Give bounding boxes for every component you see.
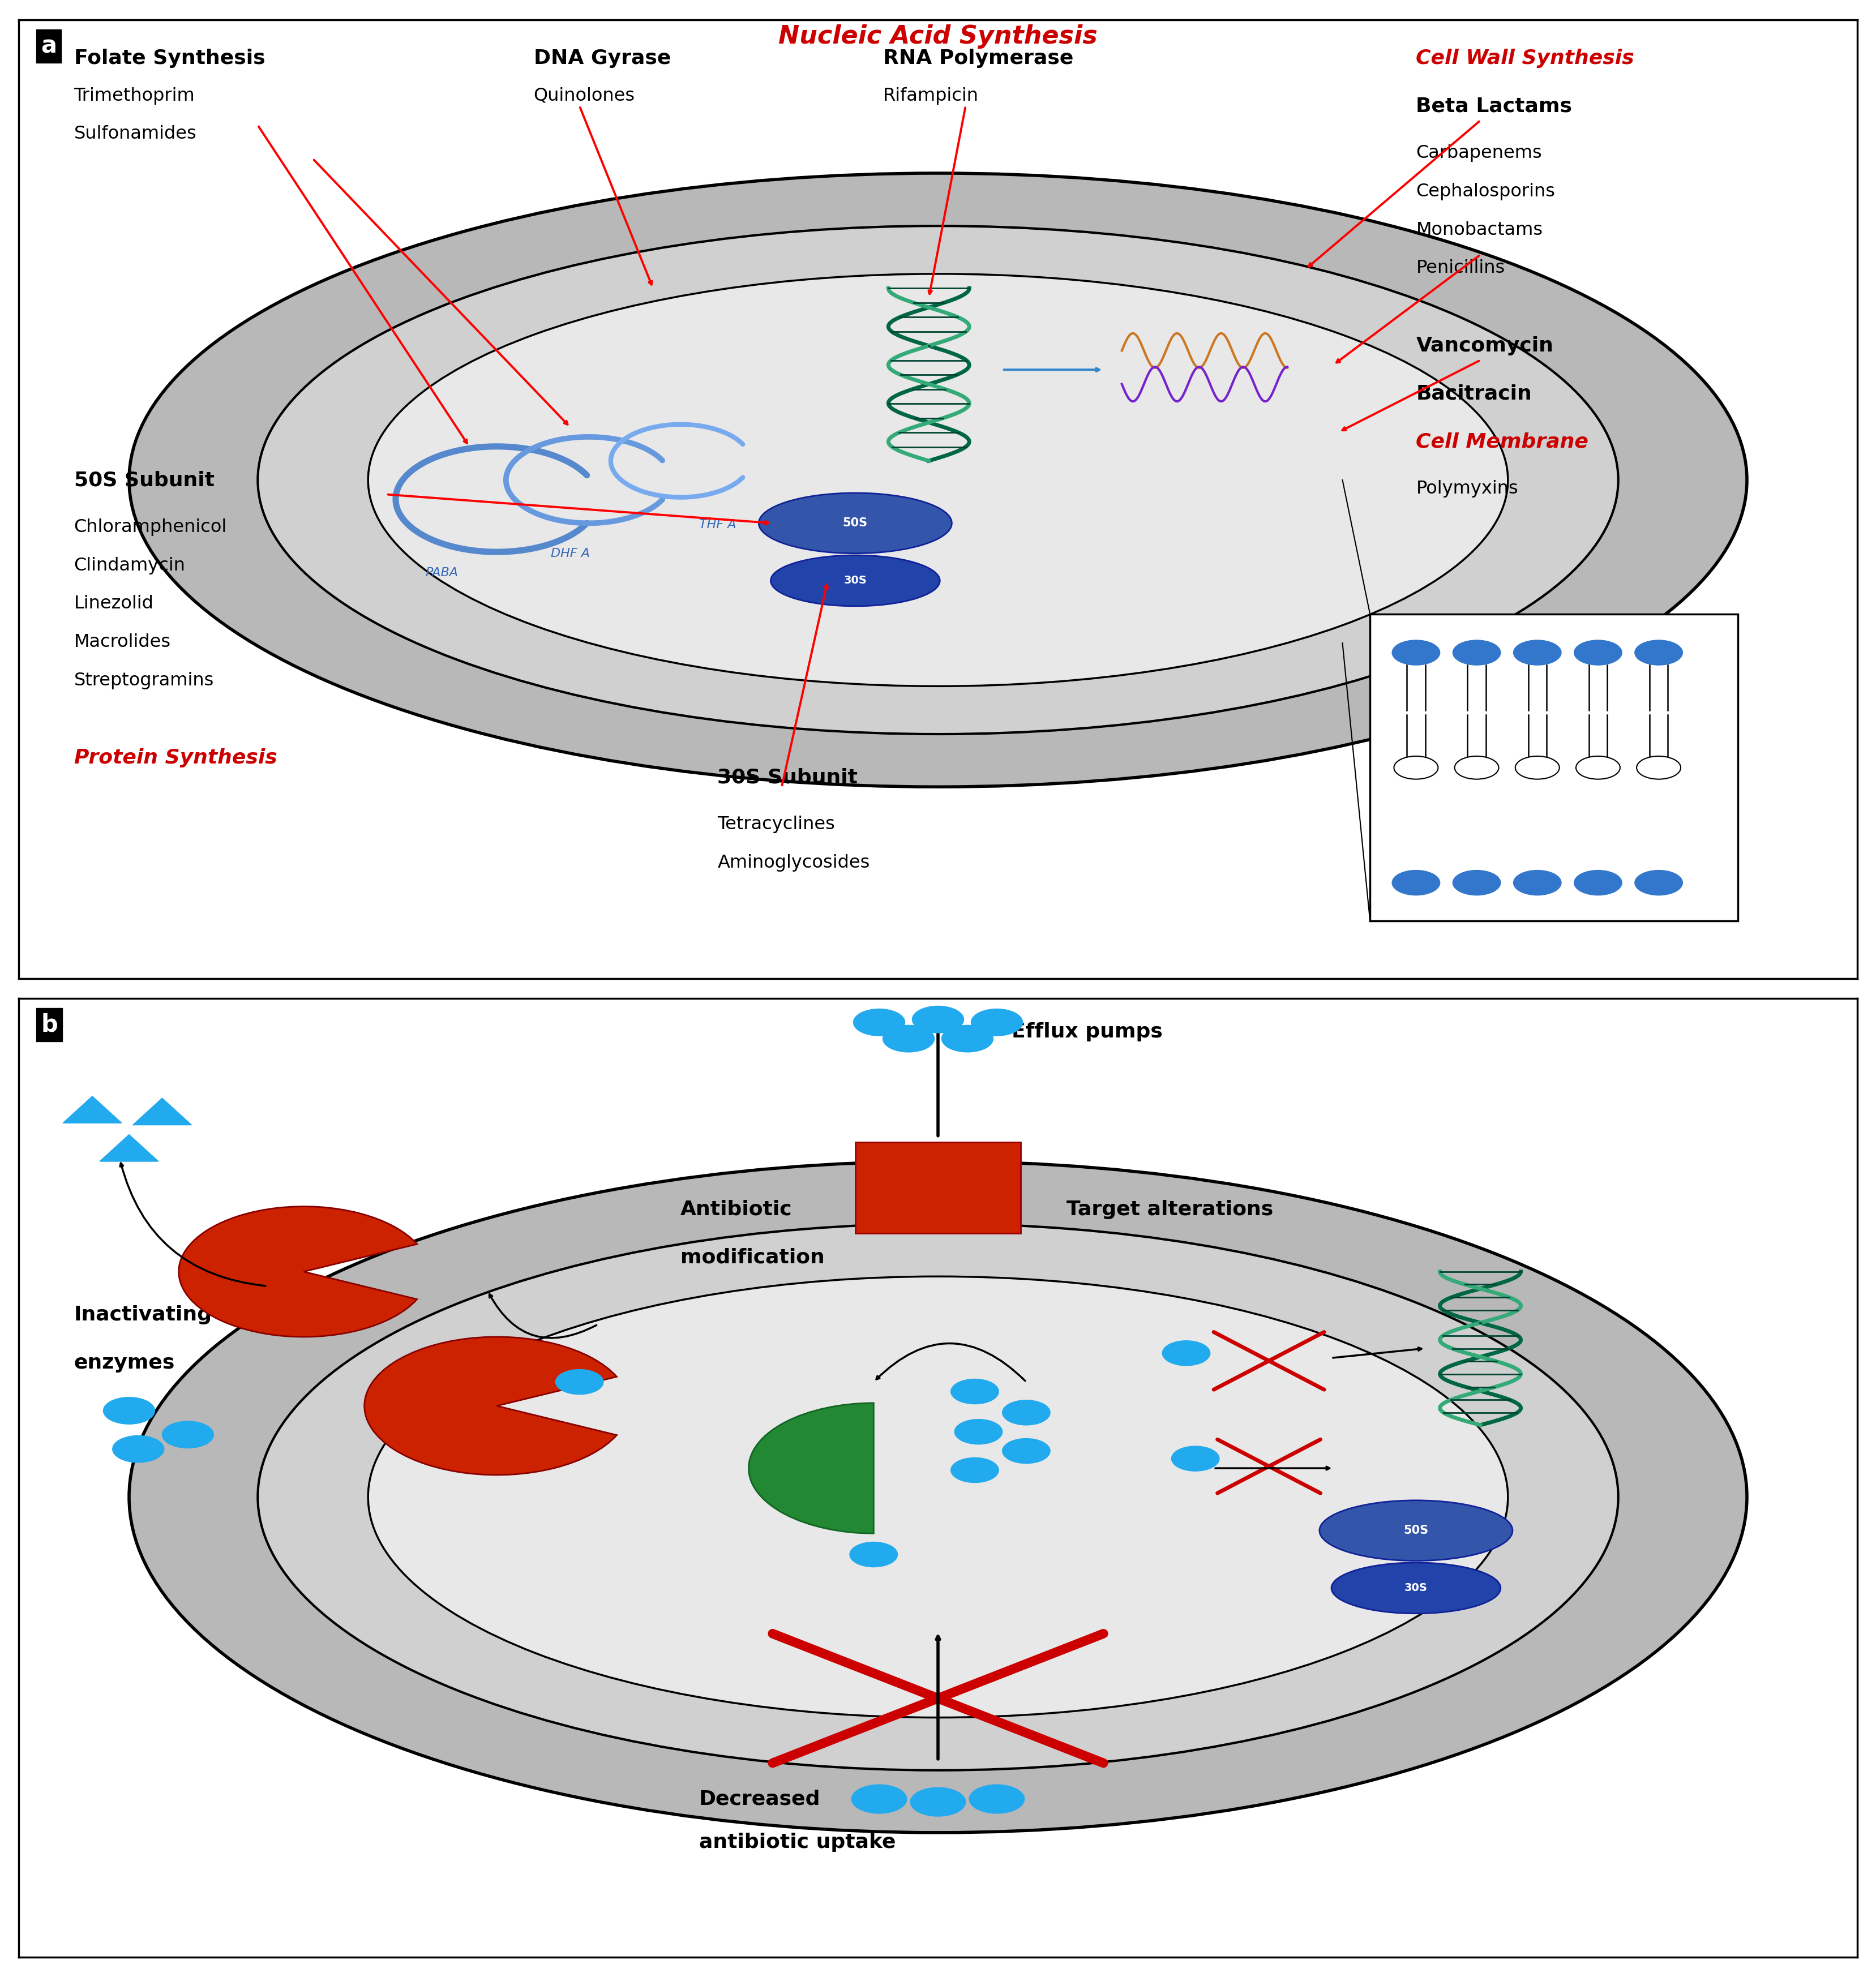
Circle shape — [1392, 870, 1441, 896]
Ellipse shape — [129, 1160, 1747, 1833]
Text: Inactivating: Inactivating — [73, 1305, 212, 1325]
Circle shape — [955, 1419, 1002, 1445]
Text: b: b — [41, 1012, 58, 1036]
Text: Monobactams: Monobactams — [1416, 221, 1542, 239]
Text: Carbapenems: Carbapenems — [1416, 144, 1542, 162]
Text: Bacitracin: Bacitracin — [1416, 384, 1533, 403]
Text: Trimethoprim: Trimethoprim — [73, 87, 195, 105]
Ellipse shape — [1332, 1562, 1501, 1613]
Text: Sulfonamides: Sulfonamides — [73, 125, 197, 142]
Text: Streptogramins: Streptogramins — [73, 672, 214, 690]
Circle shape — [1171, 1445, 1219, 1471]
Ellipse shape — [771, 556, 940, 607]
Circle shape — [1452, 641, 1501, 664]
Circle shape — [970, 1785, 1024, 1813]
Circle shape — [1514, 641, 1561, 664]
Circle shape — [1516, 755, 1559, 779]
Wedge shape — [178, 1206, 416, 1336]
Text: Antibiotic: Antibiotic — [681, 1200, 792, 1220]
Text: Vancomycin: Vancomycin — [1416, 336, 1553, 356]
Text: Cell Membrane: Cell Membrane — [1416, 433, 1589, 451]
Text: Macrolides: Macrolides — [73, 633, 171, 650]
Circle shape — [850, 1542, 897, 1568]
Circle shape — [910, 1787, 966, 1817]
Circle shape — [942, 1026, 992, 1052]
Text: Polymyxins: Polymyxins — [1416, 480, 1518, 498]
Circle shape — [1002, 1400, 1051, 1425]
Circle shape — [1454, 755, 1499, 779]
Polygon shape — [133, 1097, 191, 1125]
Wedge shape — [749, 1404, 874, 1534]
Wedge shape — [364, 1336, 617, 1475]
Text: PABA: PABA — [426, 567, 458, 577]
Circle shape — [161, 1421, 214, 1447]
Ellipse shape — [758, 492, 951, 554]
Ellipse shape — [257, 1224, 1619, 1769]
Polygon shape — [99, 1135, 158, 1160]
Ellipse shape — [257, 225, 1619, 733]
Text: Beta Lactams: Beta Lactams — [1416, 97, 1572, 117]
Text: a: a — [41, 34, 56, 57]
Text: THF A: THF A — [700, 518, 735, 530]
Text: Linezolid: Linezolid — [73, 595, 154, 613]
Text: Protein Synthesis: Protein Synthesis — [73, 749, 278, 767]
Text: Folate Synthesis: Folate Synthesis — [73, 49, 265, 67]
Circle shape — [1574, 870, 1623, 896]
Text: enzymes: enzymes — [73, 1352, 174, 1372]
Circle shape — [555, 1370, 604, 1394]
Text: Nucleic Acid Synthesis: Nucleic Acid Synthesis — [779, 24, 1097, 49]
Text: Tetracyclines: Tetracyclines — [717, 817, 835, 832]
Circle shape — [1574, 641, 1623, 664]
Text: 50S: 50S — [1403, 1524, 1428, 1536]
Circle shape — [1634, 641, 1683, 664]
Circle shape — [1576, 755, 1621, 779]
Bar — [1369, 615, 1737, 921]
Text: Clindamycin: Clindamycin — [73, 558, 186, 573]
Circle shape — [103, 1398, 156, 1423]
Text: Cephalosporins: Cephalosporins — [1416, 182, 1555, 200]
Circle shape — [951, 1380, 998, 1404]
Circle shape — [1163, 1340, 1210, 1366]
Text: Penicillins: Penicillins — [1416, 259, 1505, 277]
Circle shape — [884, 1026, 934, 1052]
Text: Cell Wall Synthesis: Cell Wall Synthesis — [1416, 49, 1634, 67]
Text: modification: modification — [681, 1247, 825, 1267]
Text: DNA Gyrase: DNA Gyrase — [533, 49, 672, 67]
Circle shape — [113, 1435, 163, 1463]
Ellipse shape — [129, 174, 1747, 787]
Ellipse shape — [1319, 1501, 1512, 1560]
Circle shape — [1636, 755, 1681, 779]
Circle shape — [972, 1008, 1022, 1036]
Circle shape — [1514, 870, 1561, 896]
Circle shape — [1634, 870, 1683, 896]
Circle shape — [912, 1006, 964, 1032]
Circle shape — [951, 1457, 998, 1483]
Text: antibiotic uptake: antibiotic uptake — [700, 1833, 895, 1852]
Circle shape — [1452, 870, 1501, 896]
Text: Aminoglycosides: Aminoglycosides — [717, 854, 870, 872]
Circle shape — [854, 1008, 904, 1036]
Text: Target alterations: Target alterations — [1067, 1200, 1274, 1220]
Text: Quinolones: Quinolones — [533, 87, 634, 105]
Text: 30S: 30S — [844, 575, 867, 585]
Polygon shape — [64, 1095, 122, 1123]
Bar — [855, 1143, 1021, 1234]
Circle shape — [852, 1785, 906, 1813]
Ellipse shape — [368, 275, 1508, 686]
Circle shape — [1002, 1439, 1051, 1463]
Text: 30S: 30S — [1405, 1584, 1428, 1593]
Text: 50S Subunit: 50S Subunit — [73, 471, 214, 490]
Circle shape — [1392, 641, 1441, 664]
Text: RNA Polymerase: RNA Polymerase — [884, 49, 1073, 67]
Text: Efflux pumps: Efflux pumps — [1011, 1022, 1163, 1042]
Text: Decreased: Decreased — [700, 1789, 820, 1809]
Text: 50S: 50S — [842, 518, 869, 528]
Text: 30S Subunit: 30S Subunit — [717, 767, 857, 787]
Ellipse shape — [368, 1277, 1508, 1718]
Circle shape — [1394, 755, 1439, 779]
Text: Rifampicin: Rifampicin — [884, 87, 979, 105]
Text: DHF A: DHF A — [552, 548, 589, 559]
Text: Chloramphenicol: Chloramphenicol — [73, 518, 227, 536]
